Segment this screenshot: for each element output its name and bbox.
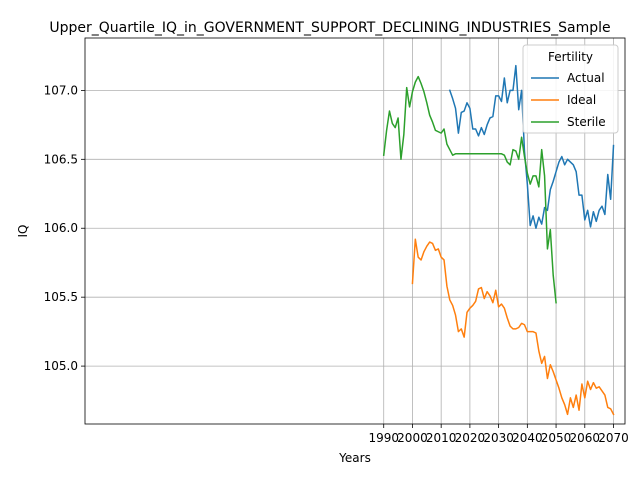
x-tick-label: 2020	[455, 431, 486, 445]
x-tick-label: 2000	[397, 431, 428, 445]
x-tick-label: 2040	[512, 431, 543, 445]
y-axis-label: IQ	[16, 225, 30, 238]
legend-entry-sterile: Sterile	[567, 115, 606, 129]
y-tick-label: 106.0	[44, 221, 78, 235]
y-tick-label: 105.0	[44, 359, 78, 373]
chart-title: Upper_Quartile_IQ_in_GOVERNMENT_SUPPORT_…	[49, 20, 610, 36]
series-line-ideal	[412, 239, 613, 414]
x-tick-label: 2010	[426, 431, 457, 445]
legend-entry-ideal: Ideal	[567, 93, 596, 107]
y-tick-label: 106.5	[44, 152, 78, 166]
x-tick-label: 1990	[368, 431, 399, 445]
y-tick-label: 107.0	[44, 83, 78, 97]
y-tick-label: 105.5	[44, 290, 78, 304]
x-tick-label: 2060	[570, 431, 601, 445]
x-axis-label: Years	[338, 451, 371, 465]
legend-title: Fertility	[548, 50, 593, 64]
x-tick-label: 2070	[598, 431, 629, 445]
x-tick-label: 2050	[541, 431, 572, 445]
x-tick-label: 2030	[483, 431, 514, 445]
legend-entry-actual: Actual	[567, 71, 605, 85]
